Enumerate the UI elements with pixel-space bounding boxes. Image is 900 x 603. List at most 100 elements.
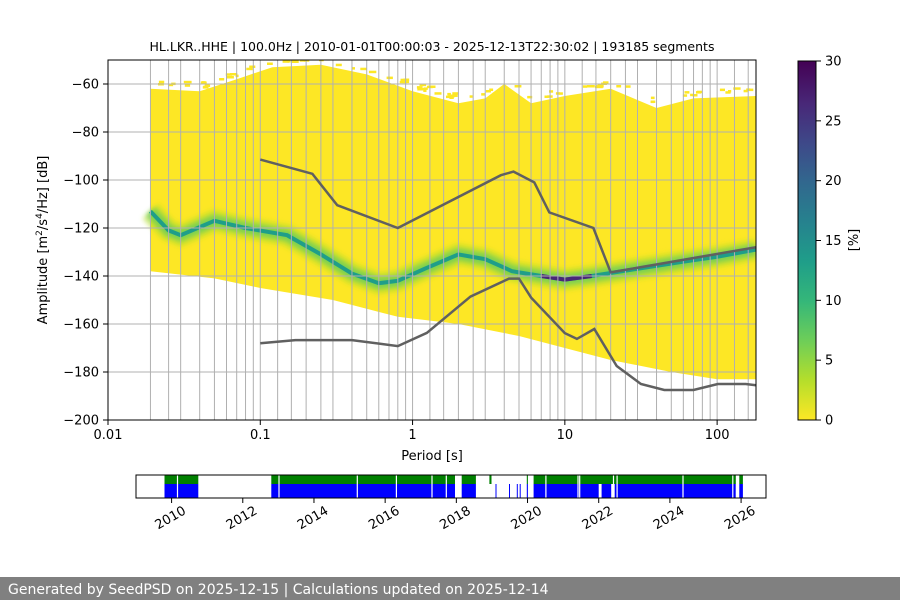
availability-timeline: 2010 2012 2014 2016 2018 2020 2022 2024 2026 bbox=[135, 474, 767, 534]
colorbar-tick-label: 30 bbox=[825, 55, 842, 70]
psd-speckle-cell bbox=[549, 90, 554, 93]
psd-speckle-cell bbox=[291, 60, 299, 63]
timeline-gap bbox=[579, 475, 581, 498]
timeline-year-label: 2024 bbox=[651, 504, 687, 534]
timeline-year-label: 2016 bbox=[366, 504, 402, 534]
colorbar: 0 5 10 15 20 25 30 [%] bbox=[797, 55, 862, 429]
psd-speckle-cell bbox=[650, 100, 656, 103]
psd-speckle-cell bbox=[616, 85, 622, 88]
psd-chart: HL.LKR..HHE | 100.0Hz | 2010-01-01T00:00… bbox=[35, 39, 757, 464]
psd-speckle-cell bbox=[434, 92, 442, 95]
colorbar-tick-label: 0 bbox=[825, 414, 833, 429]
chart-title: HL.LKR..HHE | 100.0Hz | 2010-01-01T00:00… bbox=[150, 39, 715, 54]
psd-speckle-cell bbox=[684, 91, 690, 94]
psd-speckle-cell bbox=[558, 92, 563, 95]
psd-speckle-cell bbox=[697, 90, 702, 94]
timeline-gap bbox=[431, 475, 433, 498]
psd-speckle-cell bbox=[225, 73, 233, 76]
y-tick-label: −80 bbox=[72, 126, 99, 141]
timeline-year-label: 2018 bbox=[437, 504, 473, 534]
y-axis-label: Amplitude [m2/s4/Hz] [dB] bbox=[35, 156, 51, 325]
timeline-year-label: 2014 bbox=[295, 504, 331, 534]
timeline-year-label: 2012 bbox=[224, 504, 260, 534]
psd-speckle-cell bbox=[158, 80, 165, 84]
timeline-gap bbox=[356, 475, 358, 498]
psd-speckle-cell bbox=[527, 95, 533, 99]
colorbar-tick-label: 20 bbox=[825, 174, 842, 189]
colorbar-tick-label: 25 bbox=[825, 114, 842, 129]
psd-speckle-cell bbox=[481, 93, 485, 96]
timeline-processed-span bbox=[739, 484, 743, 498]
psd-speckle-cell bbox=[489, 88, 494, 91]
psd-speckle-cell bbox=[416, 86, 423, 89]
psd-speckle-cell bbox=[419, 83, 427, 87]
timeline-available-span bbox=[489, 475, 492, 484]
psd-speckle-cell bbox=[319, 60, 324, 62]
psd-speckle-cell bbox=[728, 90, 732, 93]
timeline-processed-span bbox=[461, 484, 476, 498]
y-tick-label: −100 bbox=[63, 174, 99, 189]
timeline-available-span bbox=[461, 475, 476, 484]
nhnm-noise-model bbox=[259, 158, 756, 274]
timeline-frame bbox=[135, 474, 767, 499]
psd-speckle-cell bbox=[184, 84, 191, 87]
x-axis-label: Period [s] bbox=[401, 449, 463, 464]
psd-speckle-cell bbox=[368, 70, 377, 74]
x-tick-label: 100 bbox=[705, 428, 730, 443]
psd-speckle-cell bbox=[219, 78, 225, 81]
timeline-year-label: 2022 bbox=[580, 504, 616, 534]
psd-speckle-cell bbox=[386, 76, 393, 80]
colorbar-tick-label: 10 bbox=[825, 294, 842, 309]
psd-speckle-cell bbox=[469, 95, 473, 98]
psd-speckle-cell bbox=[230, 73, 238, 76]
psd-speckle-cell bbox=[168, 83, 174, 87]
psd-speckle-cell bbox=[417, 88, 426, 91]
psd-speckle-cell bbox=[205, 84, 210, 87]
timeline-gap bbox=[612, 475, 615, 498]
timeline-gap bbox=[682, 475, 684, 498]
y-tick-label: −160 bbox=[63, 318, 99, 333]
y-tick-label: −200 bbox=[63, 414, 99, 429]
psd-speckle-cell bbox=[226, 76, 234, 79]
timeline-processed-span bbox=[164, 484, 199, 498]
timeline-gap bbox=[395, 475, 397, 498]
colorbar-tick-label: 5 bbox=[825, 354, 833, 369]
x-axis: 0.01 0.1 1 10 100 Period [s] bbox=[94, 420, 730, 464]
timeline-gap bbox=[459, 475, 462, 498]
psd-speckle-cell bbox=[428, 85, 436, 88]
psd-speckle-cell bbox=[719, 88, 725, 92]
psd-speckle-cell bbox=[452, 92, 459, 95]
timeline-processed-span bbox=[526, 484, 528, 498]
psd-speckle-cell bbox=[201, 81, 206, 84]
colorbar-gradient bbox=[797, 60, 817, 421]
y-tick-label: −120 bbox=[63, 222, 99, 237]
psd-speckle-cell bbox=[267, 62, 273, 65]
y-axis: −60 −80 −100 −120 −140 −160 −180 −200 Amplitude… bbox=[35, 78, 108, 429]
psd-speckle-cell bbox=[582, 85, 588, 88]
psd-speckle-cell bbox=[287, 60, 291, 63]
timeline-available-span bbox=[271, 475, 455, 484]
psd-speckle-cell bbox=[423, 89, 427, 92]
footer-text: Generated by SeedPSD on 2025-12-15 | Cal… bbox=[8, 582, 549, 598]
timeline-year-label: 2020 bbox=[509, 504, 545, 534]
psd-speckle-cell bbox=[597, 84, 604, 87]
psd-speckle-cell bbox=[449, 96, 454, 99]
timeline-year-ticks: 2010 2012 2014 2016 2018 2020 2022 2024 2026 bbox=[153, 498, 758, 534]
timeline-gap bbox=[278, 475, 280, 498]
timeline-available-span bbox=[533, 475, 736, 484]
colorbar-label: [%] bbox=[847, 229, 862, 252]
timeline-available-span bbox=[164, 475, 199, 484]
timeline-processed-span bbox=[495, 484, 497, 498]
psd-speckle-cell bbox=[682, 94, 688, 97]
timeline-processed-bars bbox=[164, 484, 743, 498]
timeline-gap bbox=[176, 475, 179, 498]
y-tick-label: −60 bbox=[72, 78, 99, 93]
psd-speckle-cell bbox=[316, 57, 323, 60]
psd-speckle-cell bbox=[603, 81, 609, 84]
psd-speckle-cell bbox=[624, 85, 631, 88]
timeline-processed-span bbox=[519, 484, 521, 498]
colorbar-tick-label: 15 bbox=[825, 234, 842, 249]
period-gridlines bbox=[149, 60, 749, 420]
nlnm-noise-model bbox=[260, 277, 756, 392]
figure: HL.LKR..HHE | 100.0Hz | 2010-01-01T00:00… bbox=[35, 39, 862, 534]
